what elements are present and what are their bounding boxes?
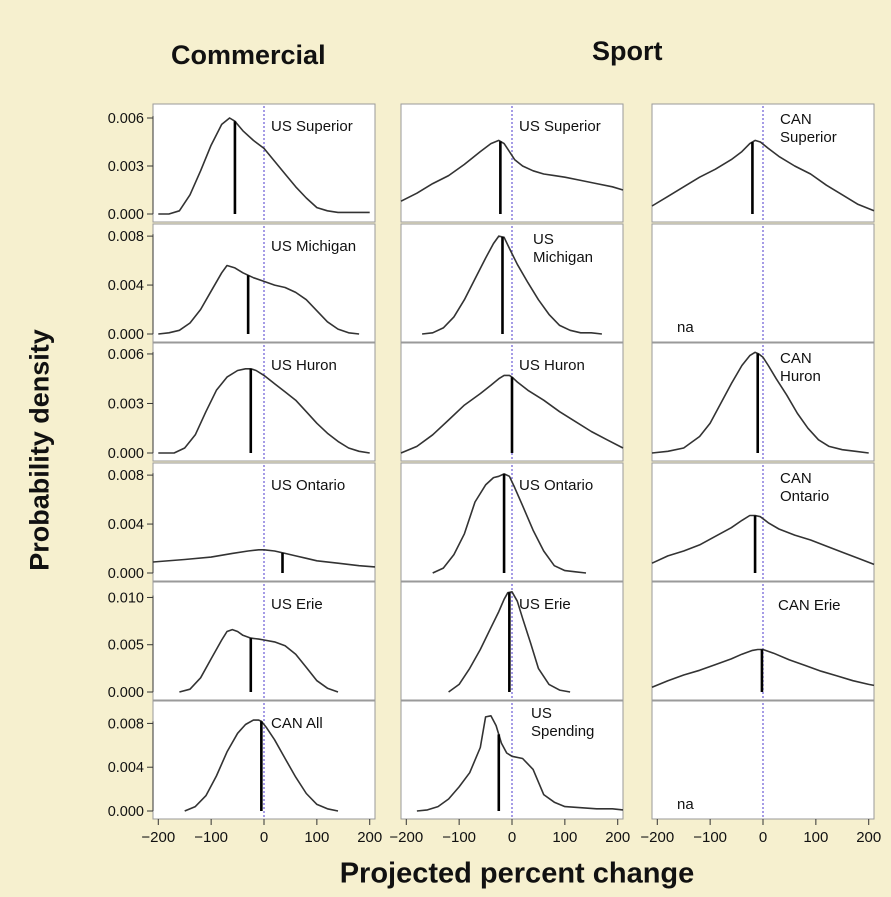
panel-label: US Huron	[271, 357, 337, 374]
panel-label: US Erie	[271, 596, 323, 613]
commercial-column-title: Commercial	[171, 40, 326, 70]
y-tick-label: 0.008	[108, 229, 144, 245]
density-curve-4-0	[179, 628, 339, 693]
density-curve-0-2	[651, 139, 875, 212]
x-tick-label: 100	[552, 829, 577, 846]
y-tick-label: 0.000	[108, 327, 144, 343]
panel-label: CAN	[780, 111, 812, 128]
panel-label: na	[677, 319, 694, 336]
panel-label: US Erie	[519, 596, 571, 613]
x-tick-label: 200	[605, 829, 630, 846]
panel-label: US	[531, 705, 552, 722]
density-curve-4-2	[651, 648, 875, 689]
density-curve-2-2	[651, 351, 869, 454]
panel-label: US Michigan	[271, 238, 356, 255]
density-curve-1-1	[422, 235, 602, 335]
density-curve-5-1	[416, 714, 624, 812]
panel-label: Huron	[780, 368, 821, 385]
x-tick-label: 200	[856, 829, 881, 846]
y-tick-label: 0.003	[108, 159, 144, 175]
panel-label: US Huron	[519, 357, 585, 374]
y-tick-label: 0.000	[108, 804, 144, 820]
y-tick-label: 0.005	[108, 638, 144, 654]
density-curve-0-1	[400, 139, 624, 202]
y-tick-label: 0.008	[108, 468, 144, 484]
x-tick-label: −200	[141, 829, 175, 846]
panel-label: US Superior	[519, 118, 601, 135]
y-tick-label: 0.004	[108, 760, 144, 776]
density-curve-1-0	[158, 264, 360, 335]
panel-label: na	[677, 796, 694, 813]
y-tick-label: 0.006	[108, 347, 144, 363]
sport-column-title: Sport	[592, 36, 663, 66]
x-tick-label: 100	[304, 829, 329, 846]
density-curve-4-1	[448, 590, 571, 693]
y-tick-label: 0.000	[108, 207, 144, 223]
panel-label: Superior	[780, 129, 837, 146]
panel-label: Ontario	[780, 488, 829, 505]
x-tick-label: 0	[260, 829, 268, 846]
panel-label: US Superior	[271, 118, 353, 135]
y-tick-label: 0.006	[108, 111, 144, 127]
panel-label: US	[533, 231, 554, 248]
x-tick-label: −200	[640, 829, 674, 846]
density-curve-3-0	[152, 548, 376, 568]
density-curve-3-2	[651, 514, 875, 566]
density-curve-2-0	[158, 367, 370, 454]
y-tick-label: 0.000	[108, 685, 144, 701]
y-tick-label: 0.000	[108, 566, 144, 582]
density-curve-3-1	[432, 473, 587, 574]
x-tick-label: −100	[194, 829, 228, 846]
panel-label: CAN All	[271, 715, 323, 732]
x-tick-label: −100	[693, 829, 727, 846]
panel-label: CAN Erie	[778, 597, 841, 614]
panel-label: Spending	[531, 723, 594, 740]
x-tick-label: 100	[803, 829, 828, 846]
panel-label: Michigan	[533, 249, 593, 266]
x-axis-label: Projected percent change	[339, 857, 695, 890]
density-curve-0-0	[158, 117, 370, 215]
y-tick-label: 0.004	[108, 517, 144, 533]
y-tick-label: 0.003	[108, 396, 144, 412]
y-tick-label: 0.010	[108, 590, 144, 606]
x-tick-label: −200	[389, 829, 423, 846]
density-curve-5-0	[184, 719, 339, 812]
density-curve-2-1	[400, 374, 624, 454]
x-tick-label: 0	[508, 829, 516, 846]
x-tick-label: 0	[759, 829, 767, 846]
panel-label: US Ontario	[271, 477, 345, 494]
y-tick-label: 0.000	[108, 446, 144, 462]
y-tick-label: 0.008	[108, 716, 144, 732]
x-tick-label: 200	[357, 829, 382, 846]
panel-label: CAN	[780, 350, 812, 367]
panel-label: CAN	[780, 470, 812, 487]
x-tick-label: −100	[442, 829, 476, 846]
panel-label: US Ontario	[519, 477, 593, 494]
y-tick-label: 0.004	[108, 278, 144, 294]
